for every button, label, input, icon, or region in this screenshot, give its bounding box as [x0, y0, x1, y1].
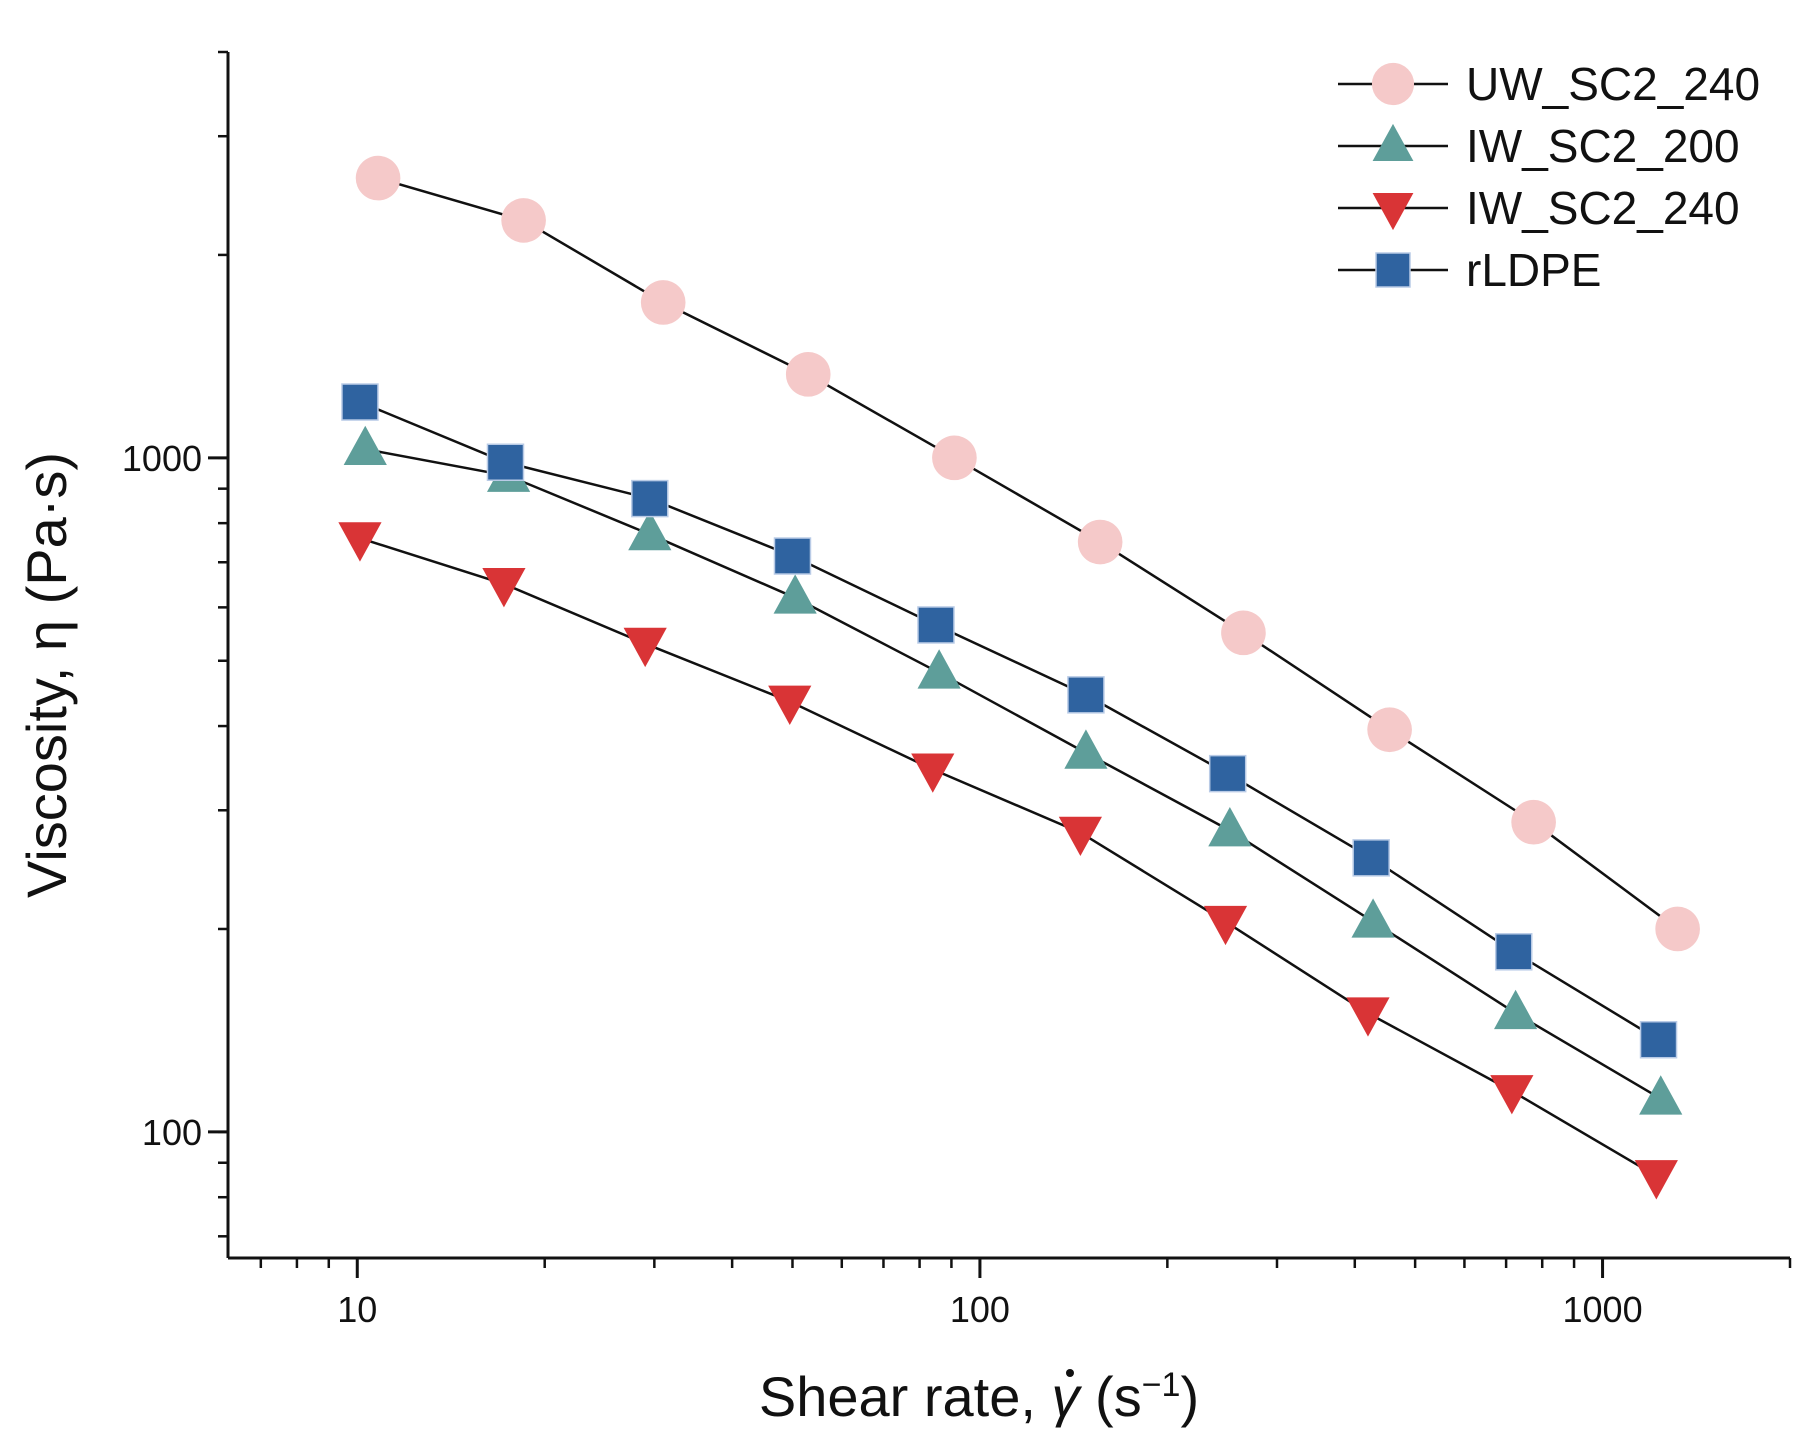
legend-item: IW_SC2_200 [1338, 120, 1740, 172]
data-point [1077, 519, 1123, 565]
axes: 10 100 1000 100 1000 [122, 50, 1792, 1330]
data-point [773, 537, 812, 575]
y-tick-label: 100 [142, 1112, 202, 1153]
data-point [917, 649, 961, 689]
data-point [768, 685, 812, 725]
legend-label: rLDPE [1466, 244, 1601, 296]
x-tick-label: 100 [950, 1289, 1010, 1330]
x-axis-title: Shear rate, γ (s−1) [759, 1365, 1199, 1428]
series-layer [338, 155, 1700, 1200]
data-point [341, 383, 379, 421]
legend-marker [1371, 62, 1415, 106]
x-major-ticks: 10 100 1000 [337, 1258, 1643, 1330]
data-point [623, 627, 667, 668]
data-point [1367, 707, 1412, 753]
x-title-unit-open: (s [1079, 1365, 1141, 1428]
series-rLDPE [341, 383, 1678, 1059]
legend: UW_SC2_240 IW_SC2_200 IW_SC2_240 rLDPE [1338, 58, 1760, 296]
series-line [359, 537, 1657, 1178]
data-point [1639, 1020, 1678, 1059]
x-title-prefix: Shear rate, [759, 1365, 1052, 1428]
x-tick-label: 10 [337, 1289, 377, 1330]
data-point [1064, 729, 1108, 769]
data-point [1352, 839, 1390, 877]
data-point [1655, 906, 1700, 952]
x-tick-label: 1000 [1563, 1289, 1643, 1330]
data-point [1058, 816, 1102, 857]
legend-label: IW_SC2_240 [1466, 182, 1740, 234]
data-point [1221, 610, 1266, 656]
series-line [365, 447, 1662, 1100]
series-IW_SC2_200 [343, 425, 1683, 1115]
data-point [1634, 1160, 1678, 1200]
legend-item: rLDPE [1338, 244, 1601, 296]
data-point [1351, 898, 1395, 938]
legend-item: IW_SC2_240 [1338, 182, 1740, 234]
data-point [785, 352, 831, 397]
legend-marker [1375, 252, 1411, 288]
data-point [932, 435, 977, 481]
x-title-unit-close: ) [1180, 1365, 1199, 1428]
x-title-exponent: −1 [1142, 1366, 1181, 1404]
data-point [1346, 997, 1390, 1037]
data-point [1490, 1075, 1534, 1115]
series-UW_SC2_240 [355, 155, 1700, 952]
data-point [773, 574, 817, 614]
series-IW_SC2_240 [338, 522, 1678, 1200]
data-point [917, 606, 955, 644]
series-line [377, 176, 1679, 931]
data-point [482, 568, 526, 608]
data-point [631, 479, 669, 518]
data-point [1494, 933, 1533, 971]
y-tick-label: 1000 [122, 438, 202, 479]
data-point [1494, 989, 1538, 1030]
legend-label: IW_SC2_200 [1466, 120, 1740, 172]
legend-label: UW_SC2_240 [1466, 58, 1760, 110]
data-point [1208, 807, 1252, 847]
legend-marker [1372, 123, 1414, 161]
gamma-dot-accent [1065, 1369, 1074, 1377]
data-point [343, 425, 387, 466]
data-point [501, 198, 546, 243]
data-point [1511, 799, 1556, 845]
data-point [1208, 754, 1247, 793]
y-major-ticks: 100 1000 [122, 438, 228, 1153]
data-point [1203, 905, 1248, 946]
data-point [338, 522, 382, 562]
data-point [486, 443, 525, 482]
legend-marker [1372, 193, 1414, 231]
data-point [640, 280, 686, 325]
data-point [1067, 676, 1105, 714]
y-axis-title: Viscosity, η (Pa·s) [15, 452, 78, 898]
gamma-dot-mark [1065, 1369, 1074, 1377]
data-point [911, 753, 955, 793]
series-line [359, 400, 1660, 1041]
data-point [355, 155, 401, 201]
data-point [1639, 1075, 1683, 1115]
legend-item: UW_SC2_240 [1338, 58, 1760, 110]
data-point [628, 510, 672, 551]
